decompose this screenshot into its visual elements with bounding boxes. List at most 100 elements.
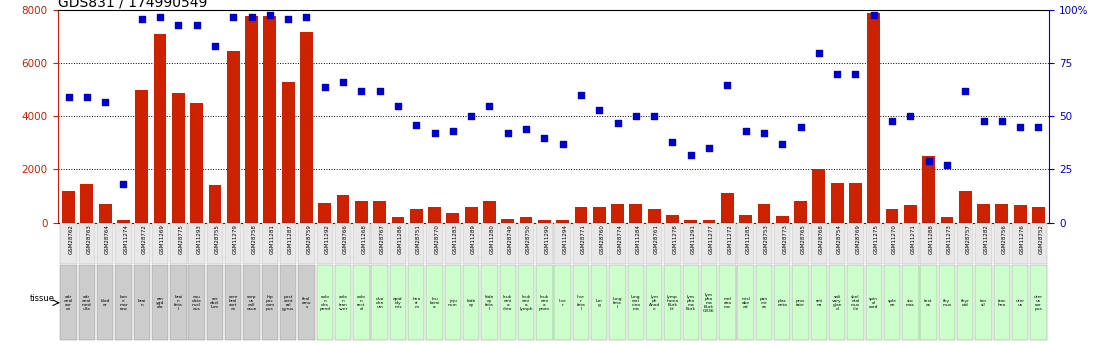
FancyBboxPatch shape — [244, 266, 260, 340]
FancyBboxPatch shape — [408, 266, 424, 340]
FancyBboxPatch shape — [994, 266, 1010, 340]
Text: GSM11281: GSM11281 — [270, 224, 275, 254]
Text: GSM11288: GSM11288 — [929, 224, 933, 254]
Text: GSM11273: GSM11273 — [946, 224, 952, 254]
Bar — [611, 204, 624, 223]
FancyBboxPatch shape — [645, 266, 662, 340]
Text: GSM28751: GSM28751 — [416, 224, 422, 254]
Text: GSM28765: GSM28765 — [800, 224, 806, 254]
FancyBboxPatch shape — [499, 266, 516, 340]
FancyBboxPatch shape — [372, 266, 387, 340]
FancyBboxPatch shape — [170, 223, 187, 264]
Bar — [666, 215, 679, 223]
Text: hip
poc
cam
pus: hip poc cam pus — [266, 295, 275, 311]
FancyBboxPatch shape — [317, 223, 333, 264]
Point — [77, 95, 95, 100]
Point — [152, 14, 169, 19]
Text: GSM28763: GSM28763 — [86, 224, 92, 254]
Text: duo
den
um: duo den um — [375, 297, 384, 309]
Text: pan
cre
as: pan cre as — [759, 297, 768, 309]
Text: colo
n
tran
sver: colo n tran sver — [339, 295, 348, 311]
Bar — [117, 220, 130, 223]
FancyBboxPatch shape — [426, 266, 443, 340]
Bar — [465, 207, 477, 223]
Point — [407, 122, 425, 128]
FancyBboxPatch shape — [994, 223, 1010, 264]
FancyBboxPatch shape — [902, 223, 919, 264]
Point — [701, 146, 718, 151]
Point — [755, 131, 773, 136]
FancyBboxPatch shape — [737, 223, 754, 264]
Bar — [81, 184, 93, 223]
FancyBboxPatch shape — [261, 223, 278, 264]
Bar — [319, 203, 331, 223]
Bar — [794, 201, 807, 223]
Text: cer
ebel
lum: cer ebel lum — [210, 297, 219, 309]
Text: plac
enta: plac enta — [777, 299, 787, 307]
Text: GSM28759: GSM28759 — [307, 224, 311, 254]
Text: leuk
emi
a
prom: leuk emi a prom — [539, 295, 550, 311]
FancyBboxPatch shape — [847, 223, 863, 264]
FancyBboxPatch shape — [79, 223, 95, 264]
Point — [792, 124, 809, 130]
FancyBboxPatch shape — [207, 266, 224, 340]
FancyBboxPatch shape — [645, 223, 662, 264]
Bar — [703, 220, 715, 223]
Point — [682, 152, 700, 157]
Text: lymp
homa
Burk
itt: lymp homa Burk itt — [666, 295, 679, 311]
Bar — [392, 217, 404, 223]
Point — [480, 103, 498, 109]
Point — [663, 139, 681, 145]
Text: GSM28764: GSM28764 — [105, 224, 110, 254]
Text: GSM11280: GSM11280 — [489, 224, 495, 254]
FancyBboxPatch shape — [261, 266, 278, 340]
FancyBboxPatch shape — [609, 223, 625, 264]
FancyBboxPatch shape — [499, 223, 516, 264]
Text: GSM11275: GSM11275 — [873, 224, 879, 254]
Text: GSM28749: GSM28749 — [508, 224, 513, 254]
Bar — [263, 16, 277, 223]
Text: kidn
ey
feta
l: kidn ey feta l — [485, 295, 494, 311]
FancyBboxPatch shape — [372, 223, 387, 264]
Text: leu
kemi
a: leu kemi a — [430, 297, 439, 309]
Text: GSM11292: GSM11292 — [324, 224, 330, 254]
Text: spin
al
cord: spin al cord — [869, 297, 879, 309]
Text: lym
pho
ma
Burk
G336: lym pho ma Burk G336 — [703, 293, 715, 313]
Text: kidn
ey: kidn ey — [466, 299, 476, 307]
Bar — [208, 185, 221, 223]
Text: lung
feta
l: lung feta l — [613, 297, 622, 309]
Bar — [373, 201, 386, 223]
FancyBboxPatch shape — [958, 266, 973, 340]
FancyBboxPatch shape — [793, 266, 809, 340]
FancyBboxPatch shape — [628, 223, 644, 264]
FancyBboxPatch shape — [334, 223, 351, 264]
Point — [847, 71, 865, 77]
Text: GSM28773: GSM28773 — [783, 224, 787, 254]
Point — [499, 131, 517, 136]
Text: live
r: live r — [559, 299, 567, 307]
Point — [389, 103, 406, 109]
FancyBboxPatch shape — [170, 266, 187, 340]
FancyBboxPatch shape — [975, 266, 992, 340]
FancyBboxPatch shape — [883, 223, 900, 264]
Bar — [172, 92, 185, 223]
Point — [956, 88, 974, 94]
Point — [426, 131, 444, 136]
Text: sto
mac: sto mac — [906, 299, 914, 307]
FancyBboxPatch shape — [701, 266, 717, 340]
Bar — [830, 183, 844, 223]
FancyBboxPatch shape — [408, 223, 424, 264]
Bar — [135, 90, 148, 223]
Point — [279, 16, 297, 22]
FancyBboxPatch shape — [97, 223, 113, 264]
Text: GSM28768: GSM28768 — [819, 224, 824, 254]
Point — [517, 126, 535, 132]
Text: GSM11278: GSM11278 — [672, 224, 677, 254]
Text: lym
pho
ma
Burk: lym pho ma Burk — [685, 295, 696, 311]
Bar — [446, 213, 459, 223]
FancyBboxPatch shape — [737, 266, 754, 340]
Text: GSM11282: GSM11282 — [983, 224, 989, 254]
Bar — [721, 193, 734, 223]
Text: GSM28761: GSM28761 — [654, 224, 659, 254]
Bar — [99, 204, 112, 223]
